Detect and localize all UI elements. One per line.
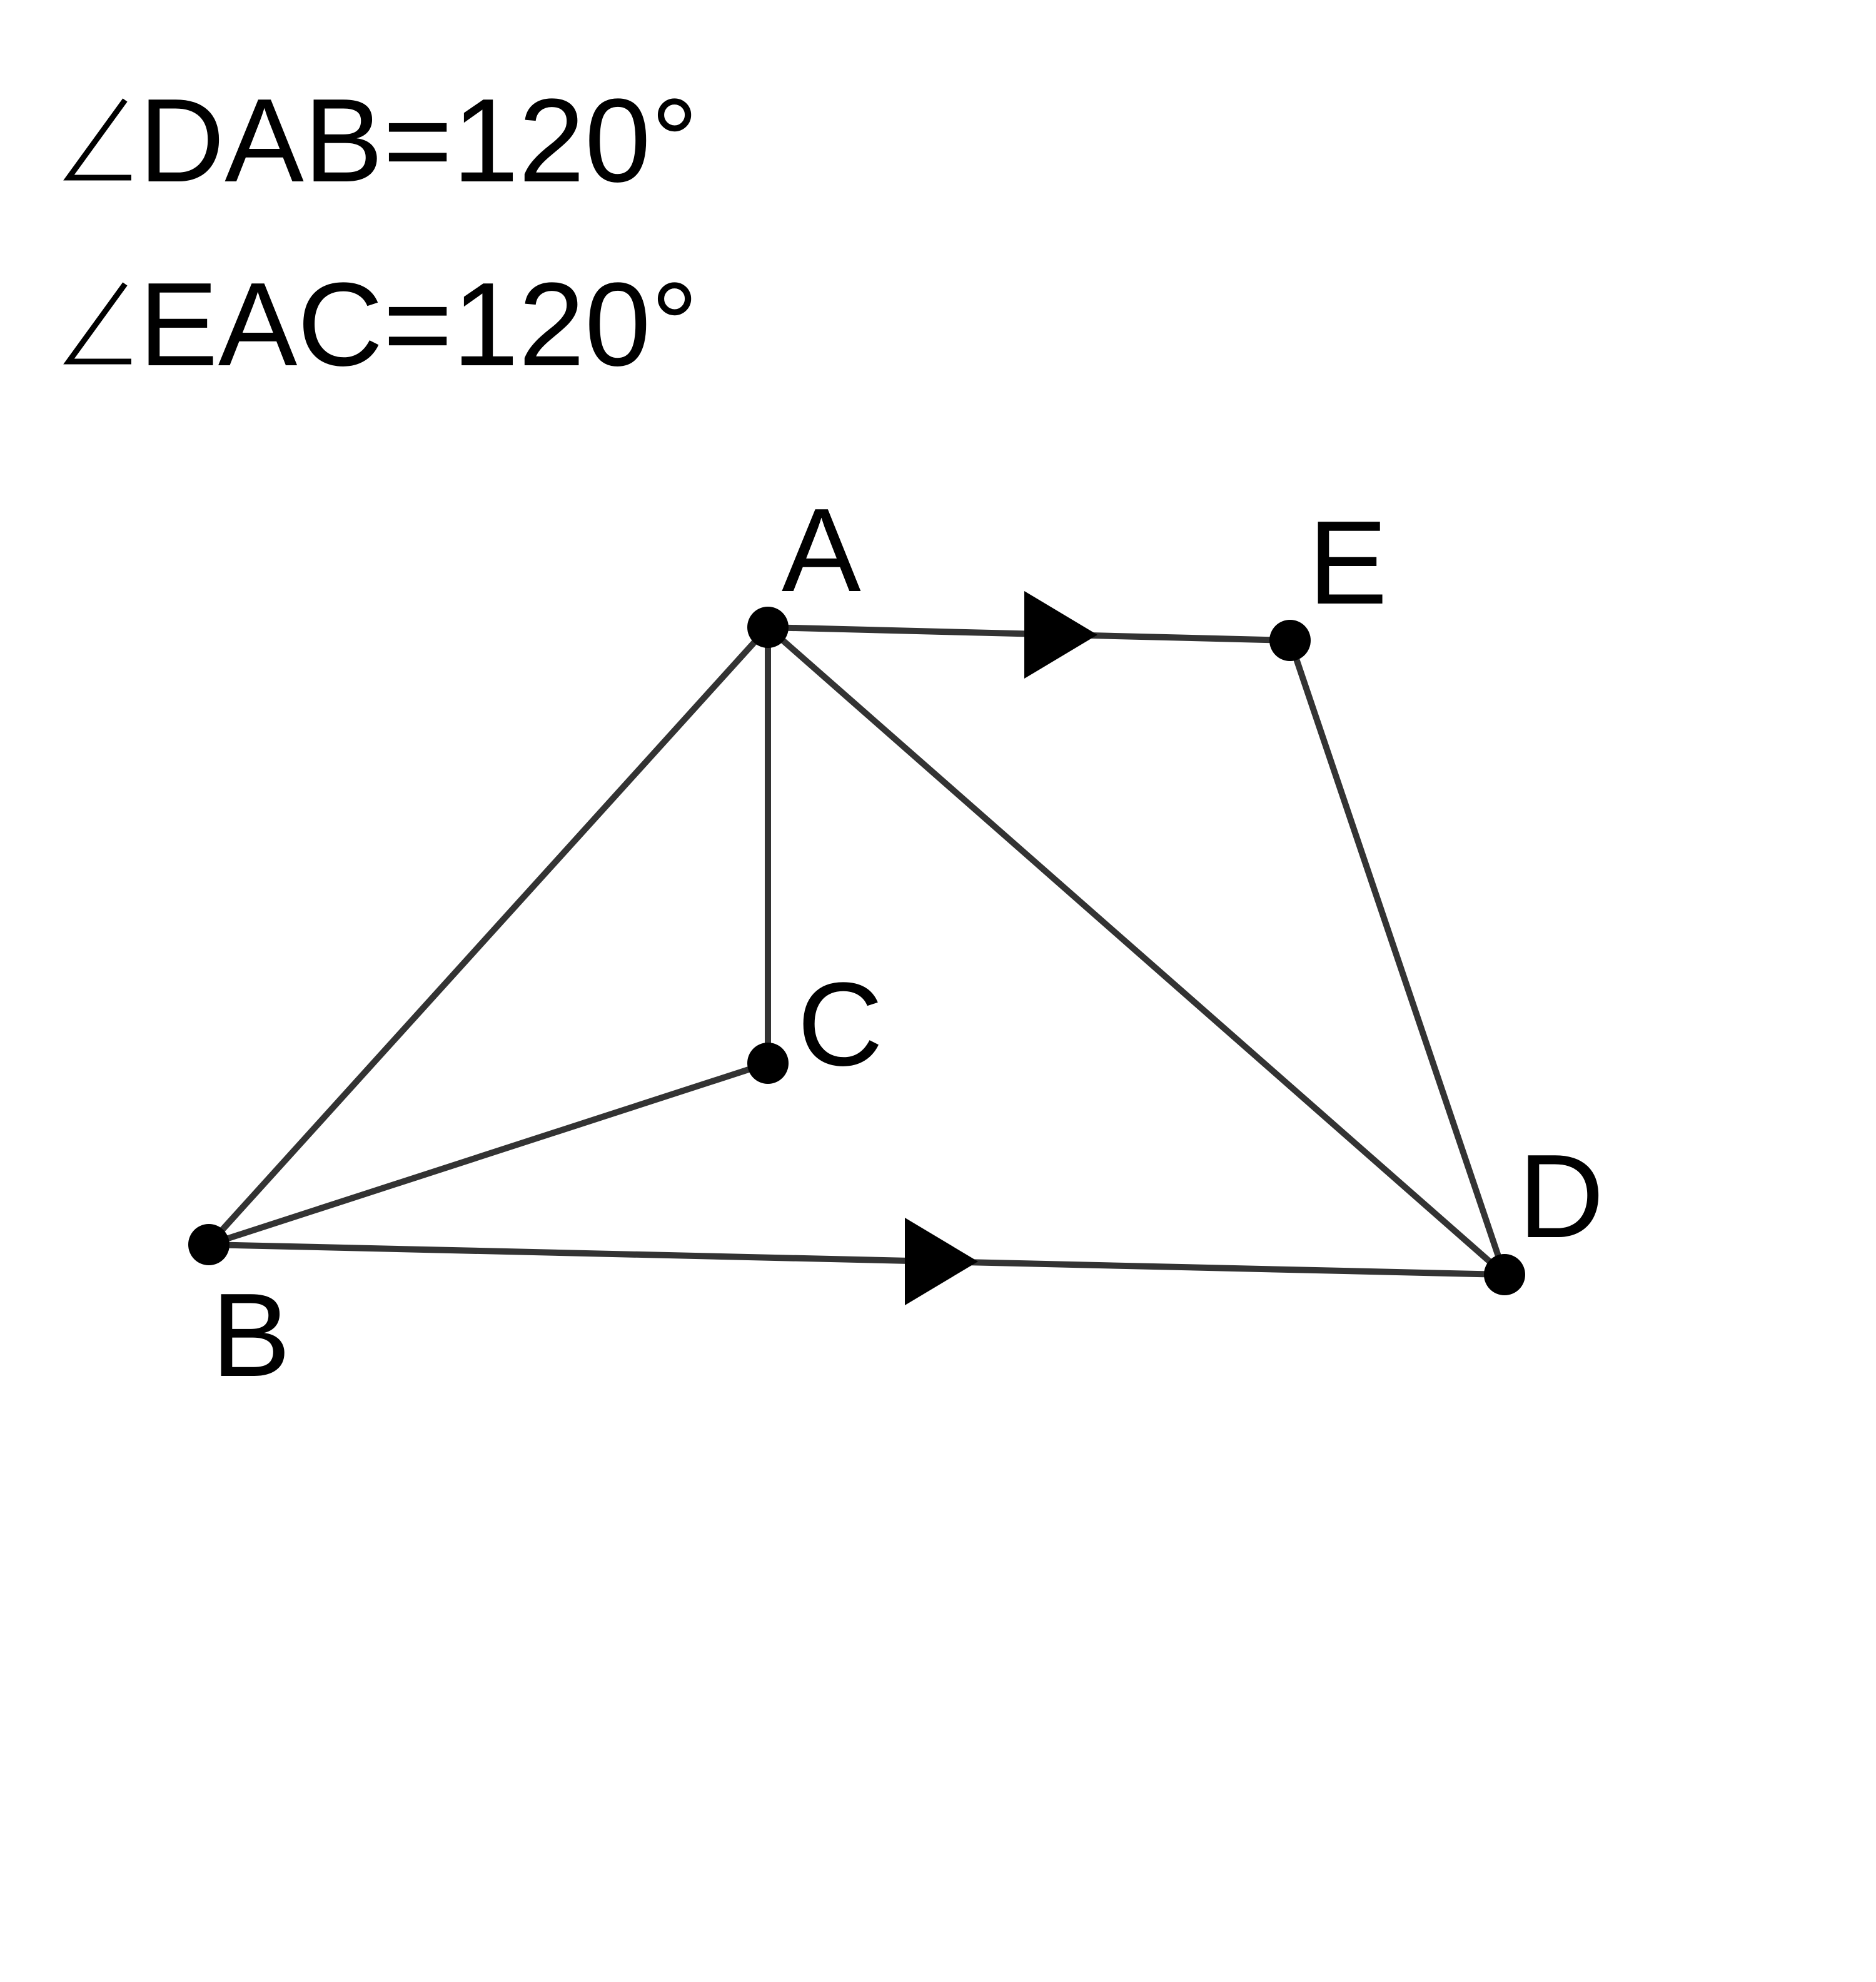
point-a — [747, 607, 789, 648]
point-label-c: C — [797, 958, 883, 1091]
segment-ad — [765, 624, 1508, 1278]
segment-bd — [206, 1241, 1508, 1278]
segment-de — [1287, 637, 1508, 1278]
point-label-d: D — [1518, 1130, 1604, 1263]
segment-ab — [206, 624, 771, 1248]
point-c — [747, 1043, 789, 1084]
angle-symbol-icon — [63, 282, 131, 365]
segment-bc — [206, 1060, 771, 1248]
point-b — [188, 1224, 229, 1265]
angle-statement-dab: DAB=120° — [63, 74, 698, 207]
parallel-arrow-ae-icon — [1024, 591, 1097, 679]
angle-eac-text: EAC=120° — [139, 258, 698, 391]
angle-symbol-icon — [63, 98, 131, 181]
point-d — [1484, 1254, 1525, 1295]
point-label-e: E — [1308, 497, 1388, 629]
point-e — [1269, 620, 1311, 661]
angle-dab-text: DAB=120° — [139, 74, 698, 207]
point-label-b: B — [211, 1269, 291, 1402]
point-label-a: A — [782, 484, 861, 617]
angle-statement-eac: EAC=120° — [63, 258, 698, 391]
parallel-arrow-bd-icon — [905, 1218, 978, 1305]
